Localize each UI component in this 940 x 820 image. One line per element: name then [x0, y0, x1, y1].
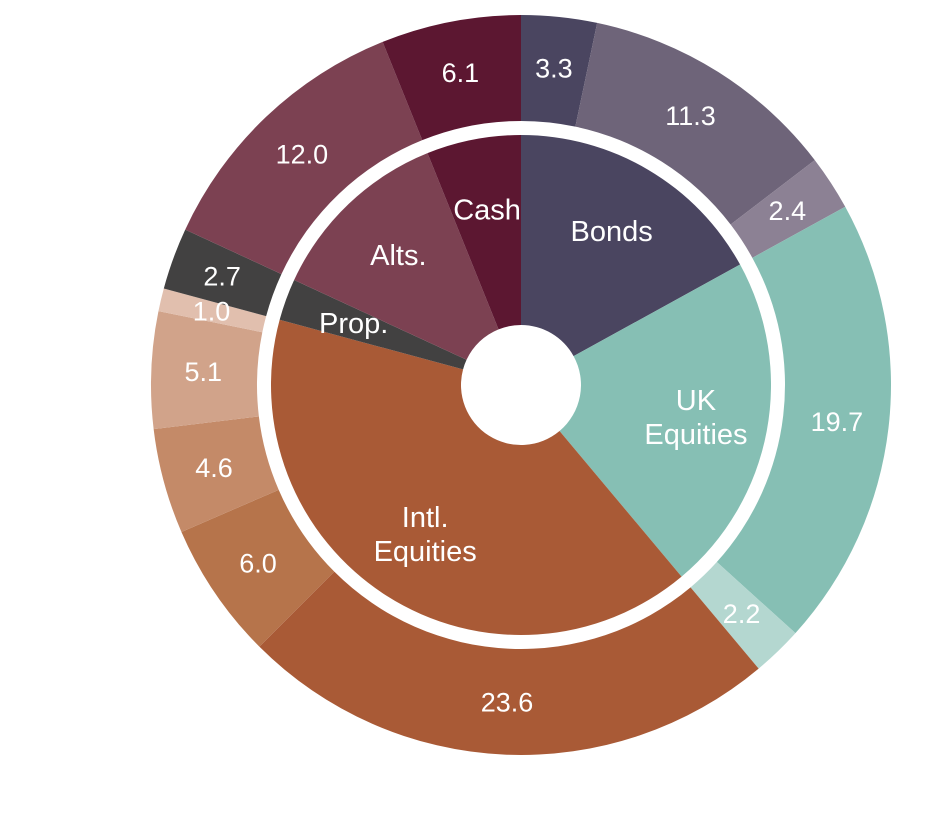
- inner-slice-prop-3: [279, 279, 467, 370]
- inner-category-label: Cash: [453, 194, 521, 226]
- outer-slice-intl-equities-6: [181, 489, 335, 647]
- outer-data-label: 3.3: [535, 54, 573, 84]
- outer-data-label: 23.6: [481, 688, 534, 718]
- inner-category-label: UK Equities: [644, 385, 747, 451]
- inner-category-label: Alts.: [370, 240, 426, 272]
- outer-slice-intl-equities-8: [150, 311, 263, 430]
- outer-data-label: 2.4: [769, 196, 807, 226]
- outer-ring: [150, 15, 892, 756]
- outer-slice-prop-10: [163, 229, 282, 317]
- inner-slice-bonds-0: [521, 135, 741, 357]
- outer-slice-alts-11: [185, 41, 423, 275]
- outer-slice-bonds-1: [575, 22, 815, 225]
- inner-slice-cash-5: [427, 135, 521, 330]
- outer-slice-uk-equities-4: [690, 562, 796, 669]
- inner-slice-intl-equities-2: [270, 319, 682, 635]
- outer-data-label: 12.0: [276, 140, 329, 170]
- outer-slice-intl-equities-7: [153, 416, 279, 532]
- outer-slice-uk-equities-3: [716, 206, 892, 634]
- outer-data-label: 6.1: [442, 58, 480, 88]
- outer-data-label: 2.2: [723, 599, 761, 629]
- outer-data-label: 11.3: [665, 101, 716, 131]
- outer-data-label: 6.0: [239, 549, 277, 579]
- inner-slice-uk-equities-1: [559, 264, 771, 577]
- outer-slice-bonds-0: [521, 15, 598, 127]
- inner-category-label: Bonds: [570, 216, 652, 248]
- outer-slice-intl-equities-9: [158, 288, 267, 333]
- outer-slice-cash-12: [382, 15, 521, 141]
- outer-data-label: 1.0: [193, 297, 231, 327]
- outer-data-label: 2.7: [203, 261, 241, 291]
- labels: 3.3 11.3 2.4 19.7 2.2 23.6 6.0 4.6 5.1 1.0 2.7 12.0…: [184, 54, 863, 718]
- inner-slice-alts-4: [294, 153, 499, 360]
- inner-ring: [270, 135, 771, 635]
- outer-slice-intl-equities-5: [259, 571, 759, 756]
- outer-slice-bonds-2: [730, 160, 846, 258]
- outer-data-label: 4.6: [195, 453, 233, 483]
- outer-data-label: 5.1: [184, 357, 222, 387]
- outer-data-label: 19.7: [811, 407, 864, 437]
- inner-category-label: Intl. Equities: [374, 502, 477, 568]
- inner-category-label: Prop.: [319, 308, 388, 340]
